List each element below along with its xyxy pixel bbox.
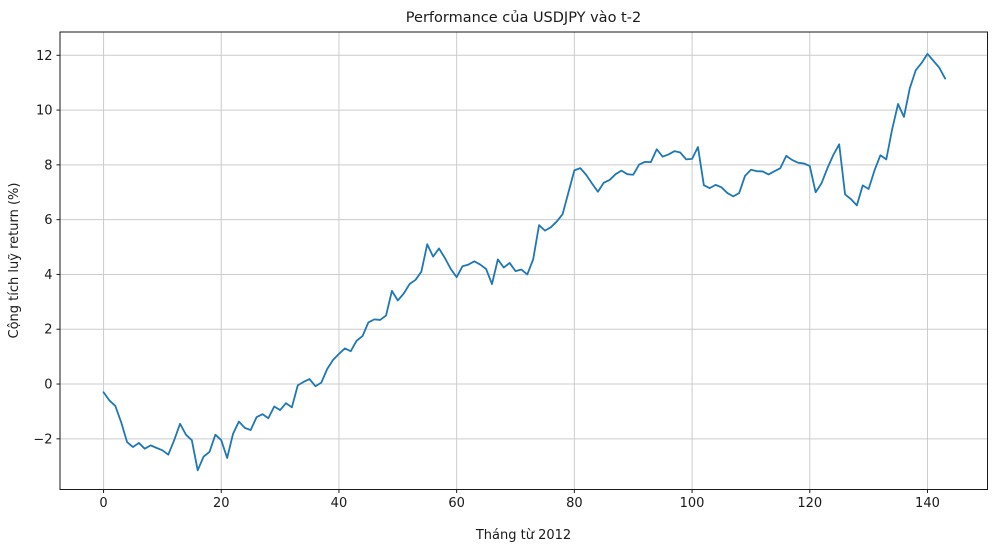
x-tick-label: 20	[213, 496, 230, 511]
x-tick-label: 140	[915, 496, 940, 511]
y-tick-label: −2	[33, 432, 52, 447]
y-axis-label: Cộng tích luỹ return (%)	[7, 183, 22, 339]
x-axis-label: Tháng từ 2012	[475, 528, 571, 543]
plot-border	[59, 31, 988, 490]
x-tick-label: 120	[797, 496, 822, 511]
axes: 0 20 40 60 80 100 120 140 −2 0 2 4 6 8 10 12	[33, 31, 988, 511]
y-tick-label: 8	[44, 158, 52, 173]
x-tick-label: 80	[566, 496, 583, 511]
grid	[60, 32, 988, 490]
y-tick-label: 12	[36, 49, 53, 64]
x-tick-label: 60	[448, 496, 465, 511]
series	[102, 53, 947, 472]
x-tick-label: 0	[99, 496, 107, 511]
x-tick-label: 40	[331, 496, 348, 511]
y-tick-label: 2	[44, 323, 52, 338]
x-tick-label: 100	[680, 496, 705, 511]
y-tick-label: 0	[44, 378, 52, 393]
y-tick-label: 4	[44, 268, 52, 283]
y-tick-label: 6	[44, 213, 52, 228]
data-series-line	[102, 53, 947, 472]
chart-title: Performance của USDJPY vào t-2	[406, 10, 641, 26]
y-tick-label: 10	[36, 104, 53, 119]
